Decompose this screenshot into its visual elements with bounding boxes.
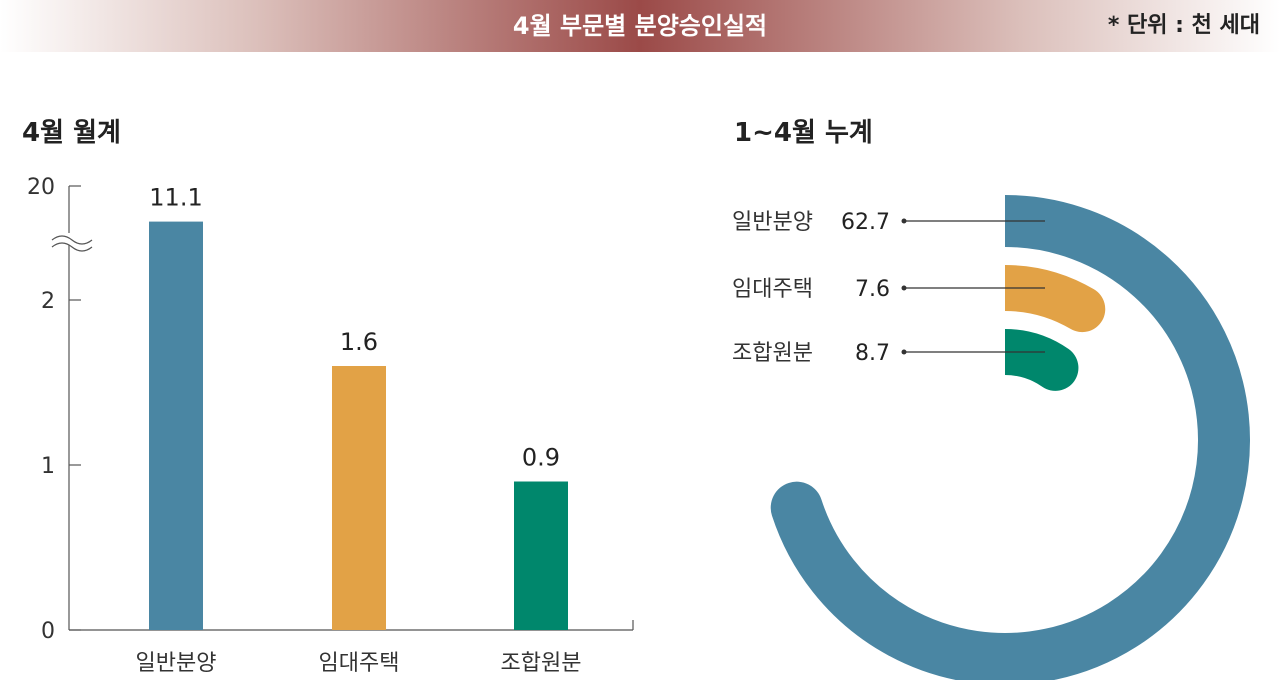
x-tick-label: 임대주택 — [319, 651, 400, 676]
y-ticks: 0 1 2 20 — [27, 175, 81, 644]
y-tick-label: 1 — [41, 454, 55, 479]
legend-category: 일반분양 — [732, 210, 813, 235]
legend-value: 62.7 — [841, 210, 890, 235]
y-tick-label: 0 — [41, 619, 55, 644]
legend-value: 7.6 — [855, 277, 890, 302]
x-tick-label: 일반분양 — [136, 651, 217, 676]
bars: 11.1 일반분양 1.6 임대주택 0.9 조합원분 — [136, 184, 582, 676]
y-tick-label: 20 — [27, 175, 55, 200]
bar — [149, 221, 203, 630]
unit-note: * 단위 : 천 세대 — [1107, 13, 1260, 38]
legend-category: 임대주택 — [732, 277, 813, 302]
arc-legend: 일반분양 62.7 임대주택 7.6 조합원분 8.7 — [732, 210, 1045, 366]
bar — [332, 366, 386, 630]
bar-value-label: 11.1 — [149, 184, 202, 212]
axis-break-mark-top — [51, 235, 93, 245]
axis-break-mark-bottom — [51, 242, 93, 252]
bar-chart-title: 4월 월계 — [22, 118, 121, 148]
page-title: 4월 부문별 분양승인실적 — [512, 12, 768, 40]
bar-value-label: 0.9 — [522, 444, 560, 472]
arc-segment — [770, 195, 1250, 680]
arcs — [770, 194, 1250, 680]
arc-segment — [982, 265, 1106, 333]
legend-category: 조합원분 — [732, 341, 813, 366]
header-band — [0, 0, 1280, 52]
leader-dot — [901, 218, 907, 224]
y-tick-label: 2 — [41, 289, 55, 314]
arc-segment — [982, 329, 1079, 391]
legend-value: 8.7 — [855, 341, 890, 366]
x-tick-label: 조합원분 — [501, 651, 582, 676]
leader-dot — [901, 349, 907, 355]
bar — [514, 481, 568, 630]
bar-value-label: 1.6 — [340, 328, 378, 356]
arc-chart-title: 1~4월 누계 — [734, 118, 873, 148]
leader-dot — [901, 285, 907, 291]
